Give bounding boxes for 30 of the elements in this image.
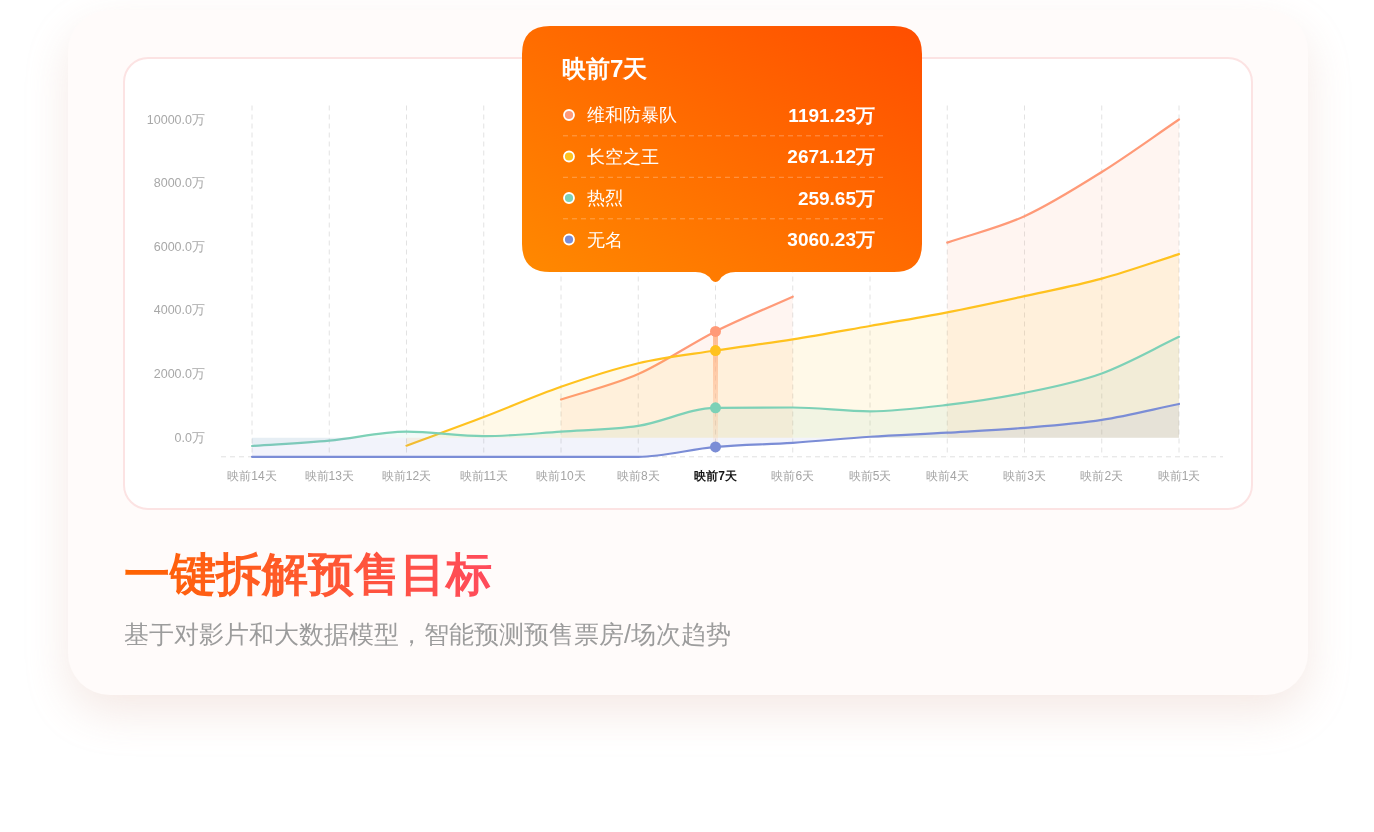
annotation: 2671.12万 — [787, 146, 875, 167]
x-tick-label: 映前2天 — [1080, 469, 1124, 483]
legend-label: 长空之王 — [587, 146, 659, 167]
legend-label: 无名 — [587, 229, 623, 250]
y-tick-label: 2000.0万 — [153, 367, 205, 382]
x-tick-label: 映前10天 — [536, 469, 586, 483]
y-tick-label: 4000.0万 — [153, 303, 205, 318]
x-tick-label: 映前8天 — [616, 469, 660, 483]
annotation: 259.65万 — [797, 187, 875, 209]
y-tick-label: 6000.0万 — [153, 239, 205, 254]
legend-label: 热烈 — [587, 188, 623, 208]
x-tick-label: 映前7天 — [694, 469, 738, 483]
x-tick-label: 映前6天 — [771, 469, 815, 483]
x-tick-label: 映前1天 — [1157, 469, 1201, 483]
x-tick-label: 映前13天 — [304, 469, 354, 483]
text: 基于对影片和大数据模型，智能预测预售票房/场次趋势 — [124, 620, 731, 648]
x-tick-label: 映前14天 — [227, 469, 277, 483]
x-tick-label: 映前12天 — [381, 469, 432, 483]
legend-label: 维和防暴队 — [587, 105, 677, 125]
text: 映前7天 — [562, 54, 648, 82]
text: 一键拆解预售目标 — [124, 548, 492, 600]
y-tick-label: 0.0万 — [174, 430, 205, 445]
y-tick-label: 10000.0万 — [146, 112, 205, 127]
x-tick-label: 映前3天 — [1003, 469, 1046, 483]
x-tick-label: 映前5天 — [848, 469, 892, 483]
annotation: 3060.23万 — [787, 229, 875, 250]
x-tick-label: 映前4天 — [925, 469, 969, 483]
annotation: 1191.23万 — [788, 104, 875, 126]
y-tick-label: 8000.0万 — [153, 176, 205, 191]
x-tick-label: 映前11天 — [459, 469, 508, 483]
